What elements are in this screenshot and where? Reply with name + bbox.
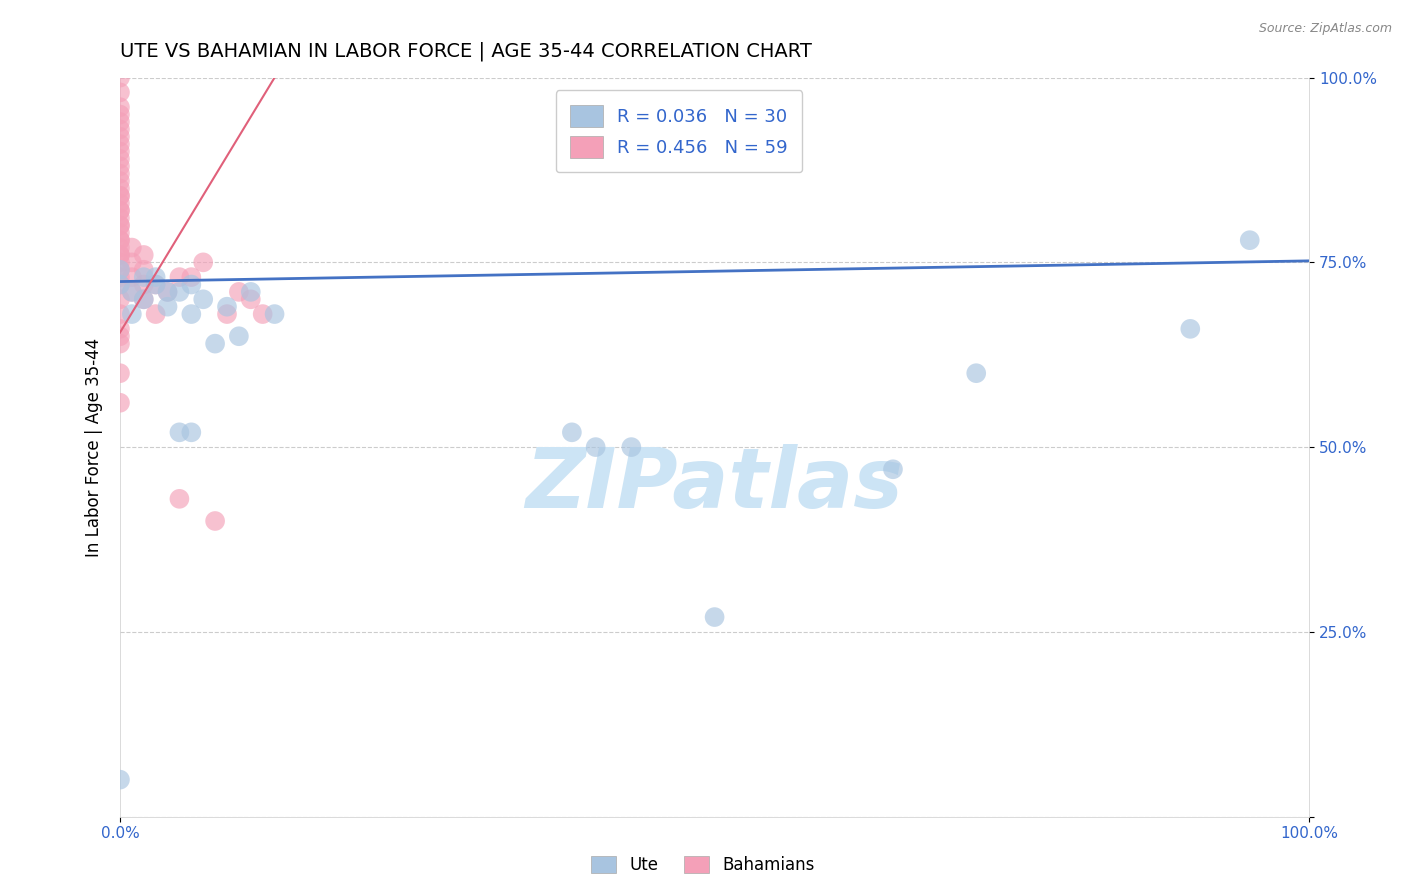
Point — [121, 255, 143, 269]
Point — [108, 145, 131, 159]
Point — [108, 307, 131, 321]
Point — [108, 70, 131, 85]
Y-axis label: In Labor Force | Age 35-44: In Labor Force | Age 35-44 — [86, 337, 103, 557]
Point — [108, 174, 131, 188]
Point — [215, 307, 238, 321]
Point — [132, 270, 155, 285]
Point — [108, 86, 131, 100]
Point — [132, 262, 155, 277]
Point — [108, 241, 131, 255]
Point — [561, 425, 583, 440]
Text: Source: ZipAtlas.com: Source: ZipAtlas.com — [1258, 22, 1392, 36]
Legend: Ute, Bahamians: Ute, Bahamians — [586, 851, 820, 880]
Point — [132, 277, 155, 292]
Point — [132, 248, 155, 262]
Point — [108, 322, 131, 336]
Point — [263, 307, 285, 321]
Point — [108, 329, 131, 343]
Point — [108, 219, 131, 233]
Point — [108, 219, 131, 233]
Point — [156, 300, 179, 314]
Point — [108, 366, 131, 380]
Point — [156, 285, 179, 299]
Point — [180, 307, 202, 321]
Point — [108, 262, 131, 277]
Point — [882, 462, 904, 476]
Point — [228, 329, 250, 343]
Point — [239, 285, 262, 299]
Point — [204, 514, 226, 528]
Point — [1180, 322, 1202, 336]
Point — [193, 293, 215, 307]
Point — [620, 440, 643, 454]
Point — [132, 293, 155, 307]
Point — [703, 610, 725, 624]
Point — [132, 293, 155, 307]
Point — [121, 307, 143, 321]
Point — [145, 270, 167, 285]
Point — [169, 270, 191, 285]
Legend: R = 0.036   N = 30, R = 0.456   N = 59: R = 0.036 N = 30, R = 0.456 N = 59 — [555, 90, 803, 172]
Point — [108, 189, 131, 203]
Point — [121, 285, 143, 299]
Point — [169, 285, 191, 299]
Point — [108, 189, 131, 203]
Point — [145, 307, 167, 321]
Point — [108, 203, 131, 218]
Point — [145, 277, 167, 292]
Point — [169, 425, 191, 440]
Point — [108, 772, 131, 787]
Point — [108, 129, 131, 144]
Point — [121, 241, 143, 255]
Point — [204, 336, 226, 351]
Point — [108, 211, 131, 225]
Point — [180, 270, 202, 285]
Point — [108, 233, 131, 247]
Point — [121, 285, 143, 299]
Point — [108, 196, 131, 211]
Point — [108, 262, 131, 277]
Point — [108, 255, 131, 269]
Point — [108, 293, 131, 307]
Point — [215, 300, 238, 314]
Text: UTE VS BAHAMIAN IN LABOR FORCE | AGE 35-44 CORRELATION CHART: UTE VS BAHAMIAN IN LABOR FORCE | AGE 35-… — [120, 42, 811, 62]
Point — [108, 137, 131, 152]
Point — [108, 122, 131, 136]
Point — [108, 396, 131, 410]
Point — [108, 167, 131, 181]
Point — [180, 277, 202, 292]
Point — [108, 233, 131, 247]
Point — [108, 277, 131, 292]
Point — [169, 491, 191, 506]
Point — [108, 152, 131, 166]
Point — [965, 366, 987, 380]
Point — [108, 115, 131, 129]
Point — [145, 277, 167, 292]
Point — [108, 248, 131, 262]
Text: ZIPatlas: ZIPatlas — [526, 443, 904, 524]
Point — [180, 425, 202, 440]
Point — [108, 107, 131, 121]
Point — [108, 100, 131, 114]
Point — [108, 159, 131, 173]
Point — [239, 293, 262, 307]
Point — [252, 307, 274, 321]
Point — [228, 285, 250, 299]
Point — [156, 285, 179, 299]
Point — [108, 248, 131, 262]
Point — [108, 226, 131, 240]
Point — [108, 277, 131, 292]
Point — [108, 336, 131, 351]
Point — [108, 203, 131, 218]
Point — [585, 440, 607, 454]
Point — [108, 270, 131, 285]
Point — [1239, 233, 1261, 247]
Point — [108, 181, 131, 195]
Point — [193, 255, 215, 269]
Point — [121, 270, 143, 285]
